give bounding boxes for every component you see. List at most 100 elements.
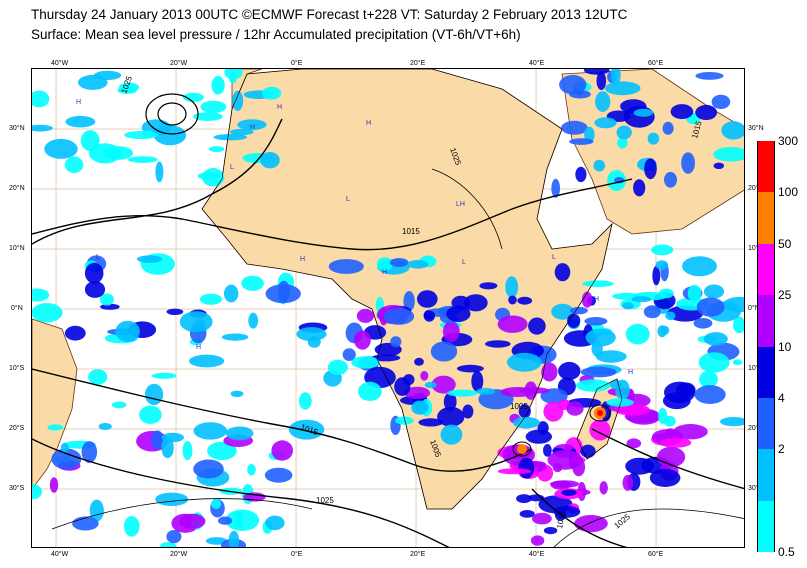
precipitation-cell (44, 138, 78, 159)
precipitation-cell (440, 424, 463, 445)
precipitation-cell (99, 293, 114, 306)
precipitation-cell (525, 429, 552, 444)
legend-label: 300 (778, 134, 799, 148)
precipitation-cell (207, 441, 237, 461)
precipitation-cell (614, 403, 650, 416)
precipitation-cell (271, 440, 293, 461)
precipitation-cell (403, 374, 415, 386)
precipitation-cell (166, 308, 184, 315)
pressure-center-label: H (628, 369, 633, 376)
legend-color-box (757, 346, 775, 398)
precipitation-cell (631, 296, 652, 303)
precipitation-cell (551, 178, 561, 198)
precipitation-cell (407, 260, 429, 269)
precipitation-cell (561, 120, 588, 135)
legend-label: 25 (778, 288, 792, 303)
precipitation-cell (664, 171, 677, 188)
isobars (32, 93, 744, 547)
legend-color-box (757, 398, 775, 450)
pressure-center-label: L (462, 259, 466, 266)
precipitation-cell (622, 474, 634, 491)
left-tick-30n: 30°N (9, 125, 25, 132)
right-tick-10s: 10°S (748, 365, 764, 372)
precipitation-cell (505, 276, 519, 298)
precipitation-cell (32, 124, 53, 132)
precipitation-cell (182, 441, 193, 461)
precipitation-cell (471, 370, 484, 392)
precipitation-cell (389, 258, 409, 267)
forecast-map: 1025 1025 1015 1015 1015 1005 1005 1025 … (31, 68, 745, 548)
precipitation-cell (241, 275, 264, 291)
precipitation-cell (696, 297, 725, 317)
isobar-label: 1015 (402, 227, 420, 236)
precipitation-cell (139, 405, 162, 424)
precipitation-cell (161, 436, 174, 459)
right-tick-0n: 0°N (748, 305, 760, 312)
precipitation-cell (395, 416, 414, 425)
precipitation-cell (423, 310, 435, 320)
precipitation-cell (183, 92, 204, 102)
precipitation-cell (713, 162, 725, 169)
precipitation-cell (411, 400, 429, 415)
precipitation-cell (225, 426, 254, 441)
precipitation-cell (652, 266, 661, 286)
precipitation-cell (569, 138, 594, 145)
precipitation-cell (265, 284, 301, 304)
precipitation-cell (681, 152, 695, 174)
precipitation-cell (606, 398, 634, 407)
left-tick-0n: 0°N (11, 305, 23, 312)
pressure-center-label: H (277, 104, 282, 111)
precipitation-cell (497, 468, 532, 475)
precipitation-cell (617, 137, 628, 149)
precipitation-cell (230, 390, 244, 397)
bottom-tick-20e: 20°E (410, 551, 426, 558)
precipitation-cell (582, 280, 614, 287)
precipitation-cell (543, 401, 564, 422)
precipitation-cell (358, 381, 382, 401)
precipitation-cell (390, 336, 402, 348)
precipitation-cell (418, 418, 444, 427)
precipitation-cell (202, 168, 225, 187)
precipitation-cell (298, 392, 312, 410)
pressure-center-label: H (196, 344, 201, 351)
precipitation-cell (518, 404, 531, 419)
precipitation-cell (136, 255, 163, 263)
precipitation-cell (462, 404, 474, 419)
map-canvas: 1025 1025 1015 1015 1015 1005 1005 1025 … (32, 69, 744, 547)
left-tick-20s: 20°S (9, 425, 25, 432)
bottom-tick-20w: 20°W (170, 551, 188, 558)
precipitation-cell (32, 288, 50, 302)
precipitation-cell (229, 72, 237, 84)
precipitation-cell (703, 332, 728, 346)
precipitation-cell (442, 321, 460, 342)
pressure-center-label: H (594, 296, 599, 303)
isobar-label: 1005 (510, 402, 528, 411)
precipitation-cell (670, 104, 694, 120)
precipitation-cell (595, 91, 611, 112)
legend-color-box (757, 449, 775, 501)
precipitation-cell (261, 86, 282, 100)
precipitation-cell (93, 70, 122, 80)
precipitation-cell (64, 325, 86, 341)
legend-label: 100 (778, 185, 799, 200)
precipitation-cell (229, 128, 254, 136)
precipitation-cell (342, 348, 356, 361)
precipitation-cell (288, 419, 325, 440)
precipitation-cell (265, 515, 285, 531)
legend-label: 2 (778, 442, 785, 457)
precipitation-cell (376, 257, 393, 272)
pressure-center-label: H (250, 124, 255, 131)
precipitation-cell (518, 457, 535, 479)
legend-color-box (757, 500, 775, 553)
precipitation-cell (554, 263, 571, 282)
africa-land (201, 69, 613, 510)
precipitation-cell (199, 293, 223, 305)
precipitation-cell (430, 341, 458, 362)
isobar-label: 1015 (555, 510, 567, 530)
precipitation-cell (512, 416, 540, 429)
precipitation-cell (98, 423, 112, 430)
precipitation-cell (559, 75, 587, 95)
precipitation-cell (572, 457, 586, 477)
legend-color-box (757, 192, 775, 244)
precipitation-cell (659, 437, 692, 448)
